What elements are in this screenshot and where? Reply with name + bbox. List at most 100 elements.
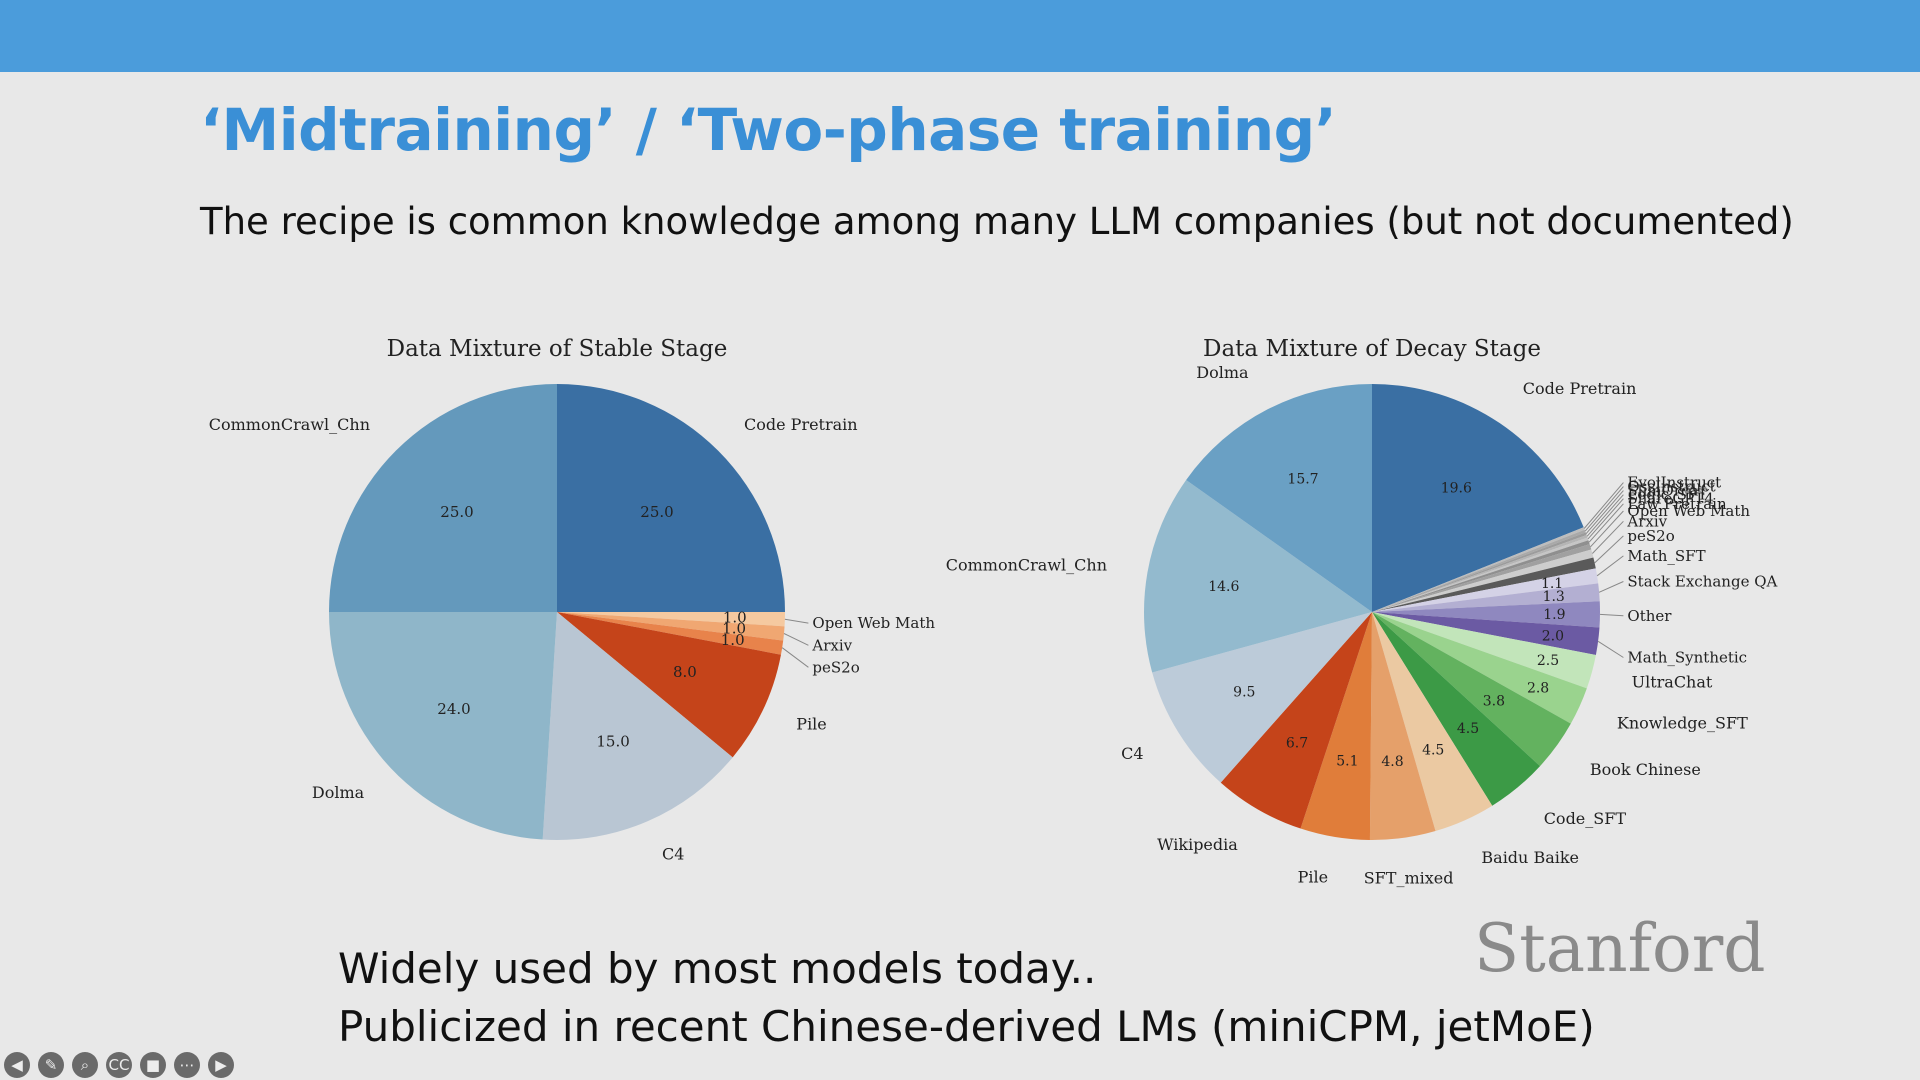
pie-leader-line bbox=[784, 618, 809, 624]
pen-icon[interactable]: ✎ bbox=[38, 1052, 64, 1078]
pie-leader-line bbox=[1588, 503, 1624, 543]
bottom-text: Widely used by most models today.. Publi… bbox=[338, 940, 1595, 1056]
bottom-line-1: Widely used by most models today.. bbox=[338, 944, 1097, 993]
pie-leader-line bbox=[1592, 520, 1624, 554]
pie-slice bbox=[1372, 544, 1592, 612]
pie-slice bbox=[1152, 612, 1372, 783]
pie-slice bbox=[329, 612, 557, 840]
search-icon[interactable]: ⌕ bbox=[72, 1052, 98, 1078]
top-banner bbox=[0, 0, 1920, 72]
pie-category-label: CommonCrawl_Chn bbox=[209, 415, 370, 434]
pie-leader-line bbox=[1586, 494, 1624, 537]
pie-slice bbox=[329, 384, 557, 612]
pie-category-label: C4 bbox=[1121, 744, 1143, 763]
bottom-line-2: Publicized in recent Chinese-derived LMs… bbox=[338, 1002, 1595, 1051]
pie-value-label: 1.1 bbox=[1541, 576, 1563, 592]
pie-slice bbox=[557, 612, 785, 641]
pie-slice bbox=[1372, 612, 1493, 831]
pie-value-label: 4.5 bbox=[1422, 743, 1444, 759]
pie-slice bbox=[1372, 535, 1588, 612]
pie-value-label: 2.8 bbox=[1527, 681, 1549, 697]
pie-value-label: 1.0 bbox=[723, 609, 747, 627]
captions-icon[interactable]: CC bbox=[106, 1052, 132, 1078]
pie-category-label: C4 bbox=[662, 845, 684, 864]
pie-value-label: 1.0 bbox=[721, 631, 745, 649]
pie-category-label: Wikipedia bbox=[1157, 835, 1238, 854]
pie-value-label: 3.8 bbox=[1483, 693, 1505, 709]
pie-value-label: 25.0 bbox=[440, 503, 473, 521]
pie-category-label: SlimOrca bbox=[1627, 482, 1698, 500]
pie-value-label: 2.0 bbox=[1542, 629, 1564, 645]
pie-slice bbox=[557, 612, 785, 627]
pie-leader-line bbox=[1583, 482, 1624, 529]
pie-value-label: 1.9 bbox=[1543, 607, 1565, 623]
pie-chart-2: Data Mixture of Decay Stage 19.6 Code Pret… bbox=[946, 336, 1778, 888]
pie-slice bbox=[557, 612, 784, 655]
pie-category-label: Dolma bbox=[312, 783, 365, 802]
prev-icon[interactable]: ◀ bbox=[4, 1052, 30, 1078]
pie-slice bbox=[1372, 612, 1541, 806]
pie-value-label: 14.6 bbox=[1208, 579, 1239, 595]
pie-category-label: ShareGPT4 bbox=[1627, 490, 1714, 508]
pie-slice bbox=[1372, 612, 1600, 655]
pie-category-label: CommonCrawl_Chn bbox=[946, 555, 1107, 574]
pie-value-label: 2.5 bbox=[1537, 653, 1559, 669]
pie-slice bbox=[1372, 612, 1571, 767]
pie-value-label: 15.7 bbox=[1287, 471, 1318, 487]
pie-value-label: 1.3 bbox=[1543, 589, 1565, 605]
pie-value-label: 19.6 bbox=[1441, 480, 1472, 496]
pie-value-label: 1.0 bbox=[722, 620, 746, 638]
pie-chart-1: Data Mixture of Stable Stage 25.0 Code Pre… bbox=[209, 336, 936, 864]
pie-value-label: 25.0 bbox=[640, 503, 673, 521]
pie-value-label: 9.5 bbox=[1233, 685, 1255, 701]
pie-category-label: Logic_SFT bbox=[1627, 486, 1707, 504]
pie-slice bbox=[557, 612, 781, 758]
pie-slice bbox=[1369, 612, 1436, 840]
pie-slice bbox=[1372, 540, 1590, 612]
pie-leader-line bbox=[1597, 640, 1624, 658]
pie-value-label: 24.0 bbox=[437, 700, 470, 718]
pie-value-label: 4.8 bbox=[1381, 754, 1403, 770]
pie-value-label: 15.0 bbox=[596, 733, 629, 751]
pie-category-label: peS2o bbox=[1627, 527, 1674, 545]
pie-slice bbox=[557, 384, 785, 612]
pie-category-label: Math_SFT bbox=[1627, 547, 1705, 565]
pie-category-label: Code_SFT bbox=[1544, 809, 1627, 828]
pie-category-label: SFT_mixed bbox=[1364, 869, 1454, 888]
more-icon[interactable]: ⋯ bbox=[174, 1052, 200, 1078]
pie-slice bbox=[1300, 612, 1372, 840]
pie-category-label: EvolInstruct bbox=[1627, 474, 1721, 492]
pie-category-label: Pile bbox=[1298, 867, 1328, 886]
pie-category-label: Baidu Baike bbox=[1481, 848, 1579, 867]
pie-leader-line bbox=[1587, 498, 1624, 540]
pie-slice bbox=[1372, 612, 1587, 724]
pie-category-label: Law Pretrain bbox=[1627, 495, 1727, 513]
pie-slice bbox=[1372, 612, 1596, 689]
player-controls: ◀ ✎ ⌕ CC ■ ⋯ ▶ bbox=[4, 1052, 234, 1078]
slide-title: ‘Midtraining’ / ‘Two-phase training’ bbox=[200, 96, 1337, 164]
camera-icon[interactable]: ■ bbox=[140, 1052, 166, 1078]
pie-category-label: Code Pretrain bbox=[744, 415, 858, 434]
pie-leader-line bbox=[781, 647, 809, 668]
pie-category-label: Open Web Math bbox=[812, 614, 935, 632]
pie-leader-line bbox=[1594, 535, 1624, 564]
pie-slice bbox=[1372, 557, 1596, 612]
pie-slice bbox=[1372, 537, 1589, 612]
pie-slice bbox=[1220, 612, 1372, 829]
pie-category-label: Code Pretrain bbox=[1523, 379, 1637, 398]
pie-slice bbox=[1372, 601, 1601, 628]
next-icon[interactable]: ▶ bbox=[208, 1052, 234, 1078]
pie-slice bbox=[1372, 583, 1600, 612]
pie-slice bbox=[1372, 549, 1594, 612]
pie-category-label: Other bbox=[1627, 607, 1672, 625]
pie-leader-line bbox=[1598, 581, 1624, 593]
pie-category-label: UltraChat bbox=[1632, 673, 1713, 692]
pie-category-label: Math_Synthetic bbox=[1627, 649, 1747, 667]
pie-category-label: peS2o bbox=[812, 658, 859, 676]
pie-value-label: 8.0 bbox=[673, 663, 697, 681]
pie-slice bbox=[1372, 384, 1584, 612]
pie-category-label: Knowledge_SFT bbox=[1617, 713, 1748, 732]
pie-category-label: Arxiv bbox=[1626, 512, 1667, 530]
pie-category-label: Dolma bbox=[1196, 363, 1249, 382]
